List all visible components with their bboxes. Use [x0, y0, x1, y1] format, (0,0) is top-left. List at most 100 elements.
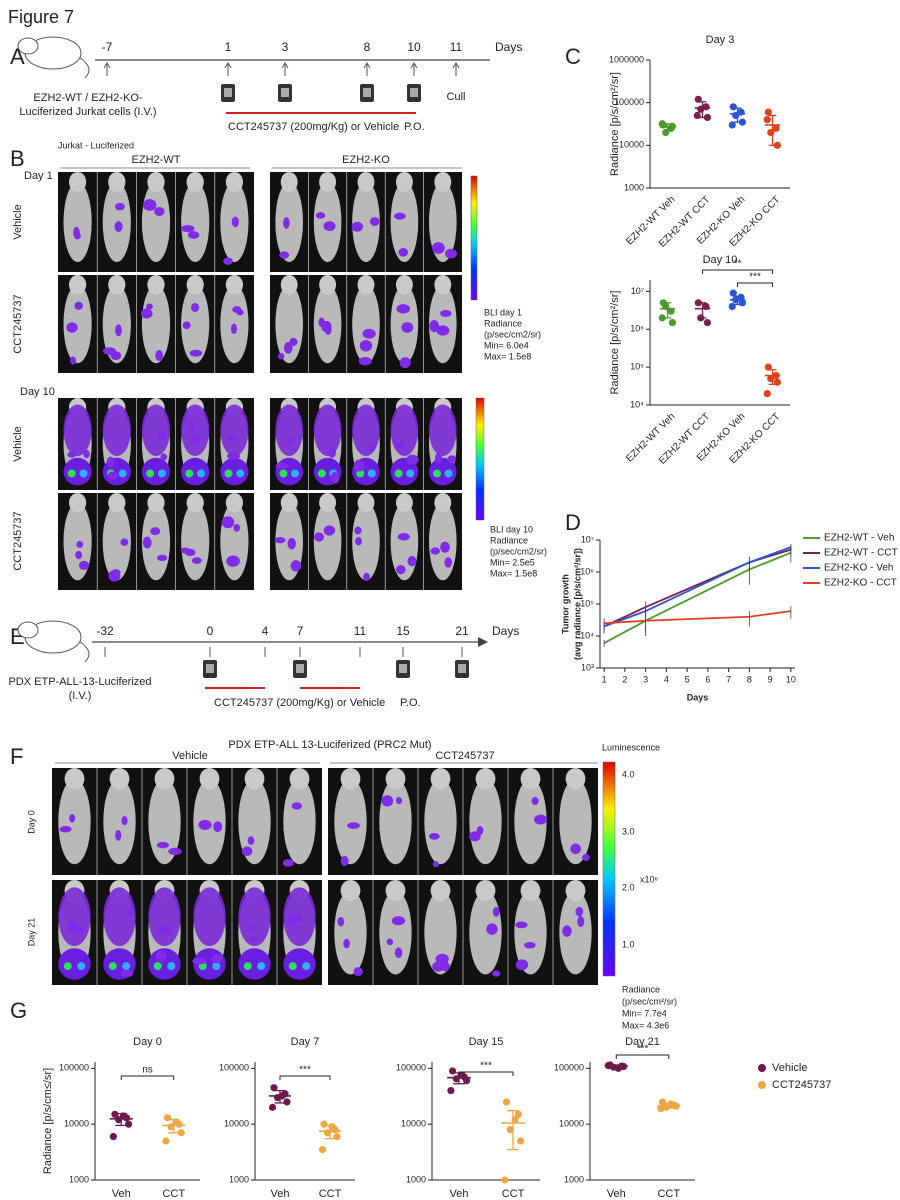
- data-point: [501, 1176, 509, 1184]
- signal: [190, 302, 200, 312]
- scale-note: Max= 1.5e8: [490, 568, 537, 578]
- signal: [274, 536, 286, 544]
- arrow-head: [281, 62, 289, 69]
- x-tick-label: 2: [622, 674, 627, 684]
- signal: [302, 962, 311, 971]
- x-tick-label: CCT: [502, 1188, 525, 1200]
- signal: [432, 861, 439, 868]
- signal: [58, 887, 91, 947]
- y-tick-label: 10³: [581, 662, 594, 672]
- signal: [73, 226, 80, 239]
- camera-icon: [224, 88, 232, 97]
- signal: [577, 916, 585, 928]
- timeline-label: 21: [455, 624, 469, 638]
- mouse: [385, 880, 406, 901]
- scale-tick: 2.0: [622, 882, 635, 892]
- colorbar: [475, 397, 485, 521]
- mouse: [357, 493, 375, 513]
- mouse: [434, 493, 452, 513]
- signal: [192, 957, 207, 965]
- panel-letter: C: [565, 44, 581, 69]
- group-label: Vehicle: [172, 750, 207, 762]
- signal: [108, 962, 117, 971]
- data-point: [320, 1120, 328, 1128]
- signal: [180, 547, 191, 554]
- signal: [315, 212, 326, 219]
- x-tick-label: 10: [786, 674, 796, 684]
- signal: [157, 554, 168, 562]
- mouse-icon: [79, 57, 90, 79]
- camera-icon: [363, 88, 371, 97]
- cells-label: (I.V.): [69, 690, 92, 702]
- signal: [159, 924, 173, 936]
- signal: [158, 431, 167, 440]
- row-label: Day 21: [26, 918, 36, 947]
- signal: [181, 404, 210, 456]
- significance-label: ***: [480, 1061, 492, 1072]
- y-tick-label: 10⁷: [631, 286, 644, 296]
- data-point: [703, 113, 712, 122]
- end-label: Cull: [447, 91, 466, 103]
- mouse-icon: [79, 641, 90, 663]
- signal: [120, 969, 133, 978]
- mouse: [63, 182, 92, 262]
- mouse: [313, 502, 342, 581]
- signal: [323, 221, 336, 232]
- signal: [358, 357, 372, 366]
- mouse: [289, 768, 310, 790]
- mouse: [514, 778, 547, 865]
- series-line: [604, 610, 791, 625]
- signal: [180, 225, 195, 233]
- y-tick-label: 1000000: [609, 54, 644, 64]
- signal: [433, 469, 442, 478]
- mouse: [319, 172, 337, 192]
- data-point: [658, 314, 666, 322]
- scale-note: BLI day 1: [484, 307, 522, 317]
- signal: [67, 921, 77, 933]
- scale-tick: 4.0: [622, 769, 635, 779]
- signal: [102, 404, 131, 456]
- signal: [227, 434, 238, 442]
- signal: [247, 923, 256, 931]
- signal: [148, 887, 181, 947]
- signal: [125, 907, 134, 916]
- signal: [435, 953, 449, 965]
- signal: [368, 444, 376, 452]
- x-tick-label: 9: [768, 674, 773, 684]
- signal: [167, 962, 176, 971]
- data-point: [658, 120, 666, 128]
- signal: [440, 541, 450, 553]
- group-label: EZH2-WT: [132, 154, 181, 166]
- treatment-label: CCT245737 (200mg/Kg) or Vehicle: [214, 697, 385, 709]
- mouse: [379, 890, 412, 975]
- arrow-head: [363, 62, 371, 69]
- scale-note: Radiance: [484, 318, 522, 328]
- row-label: CCT245737: [12, 511, 24, 570]
- row-label: Day 0: [26, 810, 36, 834]
- signal: [185, 469, 194, 478]
- signal: [230, 323, 238, 335]
- signal: [189, 349, 203, 357]
- data-point: [125, 1120, 133, 1128]
- mouse: [428, 182, 457, 262]
- data-point: [502, 1098, 511, 1106]
- significance-label: ns: [142, 1065, 153, 1076]
- signal: [187, 231, 200, 239]
- signal: [282, 859, 294, 867]
- signal: [63, 457, 92, 486]
- signal: [59, 826, 72, 833]
- signal: [386, 938, 394, 946]
- y-tick-label: 10000: [64, 1119, 89, 1129]
- signal: [120, 538, 129, 546]
- signal: [232, 306, 242, 313]
- signal: [188, 421, 196, 433]
- mouse: [430, 880, 451, 901]
- timeline-label: 7: [297, 624, 304, 638]
- legend-label: EZH2-WT - CCT: [824, 548, 898, 559]
- mouse: [475, 880, 496, 901]
- signal: [347, 822, 360, 829]
- mouse-icon: [17, 621, 39, 639]
- signal: [220, 404, 249, 456]
- signal: [241, 846, 253, 856]
- x-tick-label: CCT: [319, 1188, 342, 1200]
